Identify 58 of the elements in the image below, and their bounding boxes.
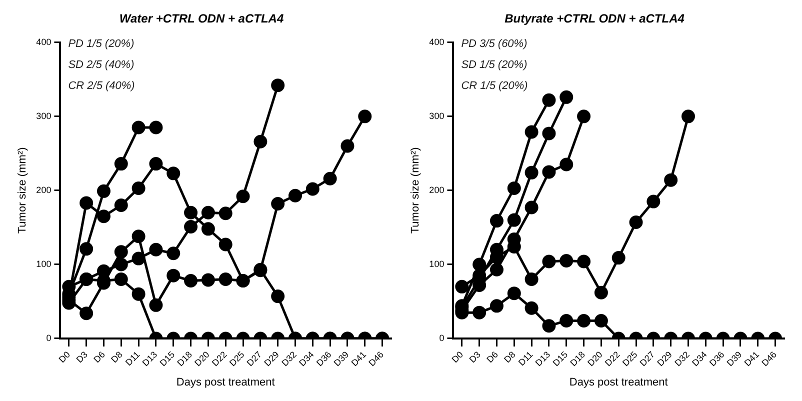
y-tick-label: 300 — [36, 110, 52, 121]
x-tick-label: D27 — [638, 349, 657, 368]
x-tick-label: D15 — [158, 349, 177, 368]
x-tick-label: D20 — [586, 349, 604, 368]
chart-title: Water +CTRL ODN + aCTLA4 — [119, 12, 284, 26]
y-axis-title: Tumor size (mm²) — [410, 147, 422, 234]
x-tick-label: D27 — [244, 349, 264, 368]
x-axis-title: Days post treatment — [569, 376, 668, 388]
x-tick-label: D34 — [690, 349, 709, 368]
x-tick-label: D29 — [655, 349, 674, 368]
x-tick-label: D0 — [56, 349, 72, 365]
x-tick-label: D18 — [568, 349, 587, 368]
x-tick-label: D18 — [175, 349, 194, 368]
y-tick-label: 400 — [36, 36, 52, 47]
annotation: SD 2/5 (40%) — [68, 58, 135, 71]
x-tick-label: D8 — [109, 349, 124, 365]
x-tick-label: D39 — [724, 349, 744, 368]
x-tick-label: D20 — [192, 349, 212, 368]
x-tick-label: D32 — [280, 349, 298, 368]
x-tick-label: D11 — [123, 349, 142, 368]
x-axis-title: Days post treatment — [176, 376, 275, 388]
x-tick-label: D46 — [366, 349, 386, 368]
y-tick-label: 300 — [429, 110, 444, 121]
x-tick-label: D8 — [502, 349, 518, 365]
annotation: PD 3/5 (60%) — [461, 38, 528, 50]
y-tick-label: 0 — [46, 332, 52, 343]
y-tick-label: 400 — [429, 36, 444, 47]
x-tick-label: D6 — [92, 349, 107, 365]
x-tick-label: D11 — [516, 349, 535, 368]
x-tick-label: D22 — [603, 349, 622, 368]
x-tick-label: D13 — [140, 349, 160, 368]
y-tick-label: 100 — [36, 258, 52, 269]
x-tick-label: D6 — [484, 349, 500, 365]
x-tick-label: D15 — [550, 349, 570, 368]
x-tick-label: D39 — [332, 349, 351, 368]
x-tick-label: D32 — [672, 349, 692, 368]
x-tick-label: D0 — [450, 349, 466, 365]
annotation: CR 1/5 (20%) — [461, 80, 528, 92]
x-tick-label: D36 — [707, 349, 726, 368]
x-tick-label: D29 — [262, 349, 282, 368]
x-tick-label: D36 — [314, 349, 334, 368]
x-tick-label: D46 — [760, 349, 778, 368]
x-tick-label: D41 — [349, 349, 368, 368]
x-tick-label: D13 — [533, 349, 552, 368]
chart-title: Butyrate +CTRL ODN + aCTLA4 — [504, 12, 685, 26]
x-tick-label: D41 — [742, 349, 762, 368]
annotation: SD 1/5 (20%) — [461, 58, 528, 71]
x-tick-label: D3 — [467, 349, 482, 365]
y-axis-title: Tumor size (mm²) — [16, 147, 29, 234]
y-tick-label: 0 — [439, 332, 444, 343]
x-tick-label: D22 — [210, 349, 229, 368]
y-tick-label: 200 — [429, 184, 444, 195]
annotation: PD 1/5 (20%) — [68, 38, 135, 50]
annotation: CR 2/5 (40%) — [68, 80, 136, 92]
y-tick-label: 200 — [36, 184, 52, 195]
x-tick-label: D34 — [297, 349, 316, 368]
x-tick-label: D3 — [74, 349, 90, 365]
y-tick-label: 100 — [429, 258, 444, 269]
